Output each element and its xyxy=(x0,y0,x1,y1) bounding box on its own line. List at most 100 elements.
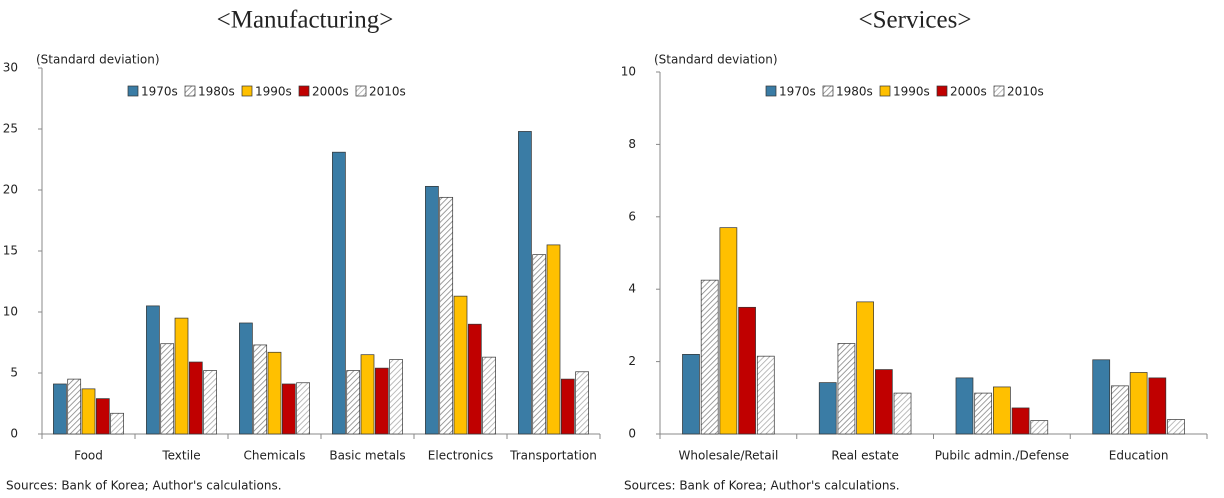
legend-swatch xyxy=(822,85,834,97)
bar xyxy=(1111,385,1129,435)
bar xyxy=(374,367,389,435)
y-tick-label: 25 xyxy=(3,122,18,136)
legend-swatch xyxy=(936,85,948,97)
x-tick-label: Wholesale/Retail xyxy=(678,449,778,463)
bar xyxy=(756,355,775,435)
bar xyxy=(974,392,993,435)
bar xyxy=(955,377,974,435)
bar xyxy=(296,382,310,435)
bar xyxy=(174,317,189,435)
legend-swatch xyxy=(241,85,253,97)
legend-swatch xyxy=(355,85,367,97)
y-tick-label: 30 xyxy=(3,61,18,75)
legend-label: 2010s xyxy=(1007,85,1044,99)
bar xyxy=(546,244,561,435)
bar xyxy=(532,254,547,435)
legend-swatch xyxy=(993,85,1005,97)
bar xyxy=(332,151,346,435)
legend-label: 1990s xyxy=(255,85,292,99)
y-axis-label: (Standard deviation) xyxy=(654,53,778,67)
bar xyxy=(110,412,124,435)
y-tick-label: 8 xyxy=(628,137,636,151)
legend-label: 1990s xyxy=(893,85,930,99)
legend-label: 1970s xyxy=(141,85,178,99)
legend-swatch xyxy=(298,85,310,97)
source-note: Sources: Bank of Korea; Author's calcula… xyxy=(624,479,900,493)
bar xyxy=(856,301,874,435)
y-tick-label: 4 xyxy=(628,282,636,296)
legend-swatch xyxy=(765,85,777,97)
bar xyxy=(818,382,837,435)
legend-label: 2000s xyxy=(950,85,987,99)
y-tick-label: 10 xyxy=(3,305,18,319)
bar xyxy=(425,185,439,435)
x-tick-label: Food xyxy=(74,449,103,463)
legend-swatch xyxy=(879,85,891,97)
bar xyxy=(389,359,403,435)
bar xyxy=(874,369,893,435)
legend-swatch xyxy=(184,85,196,97)
chart-title: <Manufacturing> xyxy=(217,7,394,34)
y-tick-label: 20 xyxy=(3,183,18,197)
bar xyxy=(360,354,375,435)
bar xyxy=(67,378,82,435)
legend-swatch xyxy=(127,85,139,97)
chart-title: <Services> xyxy=(859,7,972,34)
y-tick-label: 2 xyxy=(628,354,636,368)
bar xyxy=(1148,377,1167,435)
bar xyxy=(893,392,912,435)
bar xyxy=(160,343,175,435)
bar xyxy=(439,196,454,435)
bar xyxy=(346,370,361,435)
bar xyxy=(1011,407,1030,435)
y-tick-label: 6 xyxy=(628,209,636,223)
bar xyxy=(453,295,468,435)
bar xyxy=(719,227,738,435)
bar xyxy=(700,279,719,435)
bar xyxy=(1167,419,1185,435)
x-tick-label: Basic metals xyxy=(329,449,405,463)
x-tick-label: Chemicals xyxy=(244,449,306,463)
bar xyxy=(203,370,217,435)
source-note: Sources: Bank of Korea; Author's calcula… xyxy=(6,479,282,493)
x-tick-label: Education xyxy=(1109,449,1169,463)
bar xyxy=(1129,372,1148,435)
y-tick-label: 15 xyxy=(3,244,18,258)
legend-label: 2010s xyxy=(369,85,406,99)
bar xyxy=(188,361,203,435)
legend-label: 1980s xyxy=(836,85,873,99)
bar xyxy=(1030,420,1049,435)
bar xyxy=(993,386,1011,435)
legend-label: 2000s xyxy=(312,85,349,99)
bar xyxy=(575,371,589,435)
legend-label: 1980s xyxy=(198,85,235,99)
legend-label: 1970s xyxy=(779,85,816,99)
x-tick-label: Real estate xyxy=(831,449,898,463)
bar xyxy=(682,354,700,435)
x-tick-label: Pubilc admin./Defense xyxy=(935,449,1069,463)
bar xyxy=(239,322,253,435)
bar xyxy=(518,131,532,435)
bar xyxy=(253,344,268,435)
bar xyxy=(146,305,160,435)
bar xyxy=(267,351,282,435)
bar xyxy=(95,398,110,435)
bar xyxy=(81,388,96,435)
bar xyxy=(53,383,67,435)
bar xyxy=(837,343,856,435)
y-tick-label: 5 xyxy=(10,366,18,380)
x-tick-label: Transportation xyxy=(509,449,597,463)
y-axis-label: (Standard deviation) xyxy=(36,53,160,67)
bar xyxy=(738,306,756,435)
bar xyxy=(467,323,482,435)
x-tick-label: Textile xyxy=(161,449,200,463)
bar xyxy=(281,383,296,435)
bar xyxy=(482,356,496,435)
x-tick-label: Electronics xyxy=(428,449,493,463)
y-tick-label: 0 xyxy=(628,427,636,441)
y-tick-label: 10 xyxy=(621,65,636,79)
y-tick-label: 0 xyxy=(10,427,18,441)
bar xyxy=(1092,359,1111,435)
bar xyxy=(560,378,575,435)
